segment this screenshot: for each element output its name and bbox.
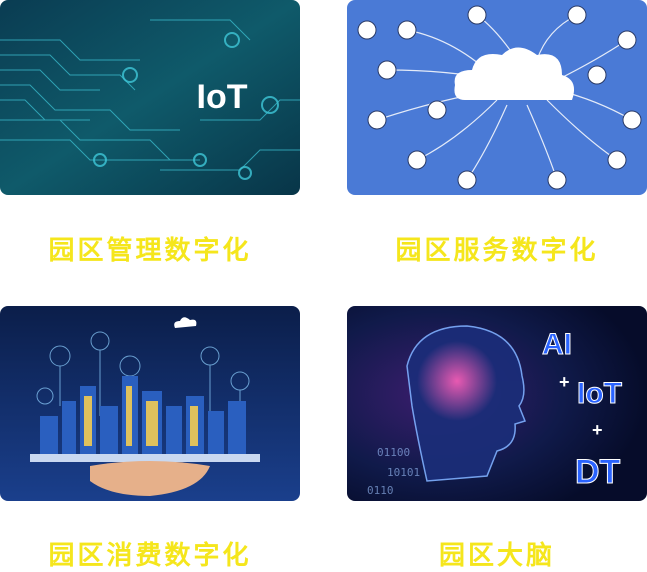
ai-brain-head-image-card: 01100 10101 0110 AI + IoT + DT	[347, 306, 647, 501]
cloud-devices-image	[347, 0, 647, 195]
ai-brain-head-image: 01100 10101 0110 AI + IoT + DT	[347, 306, 647, 501]
dt-image-label: DT	[575, 453, 621, 491]
iot-circuit-image: IoT	[0, 0, 300, 195]
iot-image-label: IoT	[197, 78, 248, 116]
smart-city-tablet-image	[0, 306, 300, 501]
plus-image-label-1: +	[559, 372, 570, 392]
card-caption-management: 园区管理数字化	[48, 236, 252, 266]
svg-text:10101: 10101	[387, 466, 420, 479]
card-caption-consumption: 园区消费数字化	[48, 541, 252, 571]
iot-image-label-2: IoT	[577, 377, 622, 410]
svg-text:0110: 0110	[367, 484, 394, 497]
smart-city-tablet-image-card	[0, 306, 300, 501]
card-caption-brain: 园区大脑	[438, 541, 555, 571]
ai-image-label: AI	[542, 328, 572, 361]
svg-text:01100: 01100	[377, 446, 410, 459]
plus-image-label-2: +	[592, 420, 603, 440]
cloud-devices-image-card	[347, 0, 647, 195]
iot-circuit-image-card: IoT	[0, 0, 300, 195]
card-caption-service: 园区服务数字化	[395, 236, 599, 266]
